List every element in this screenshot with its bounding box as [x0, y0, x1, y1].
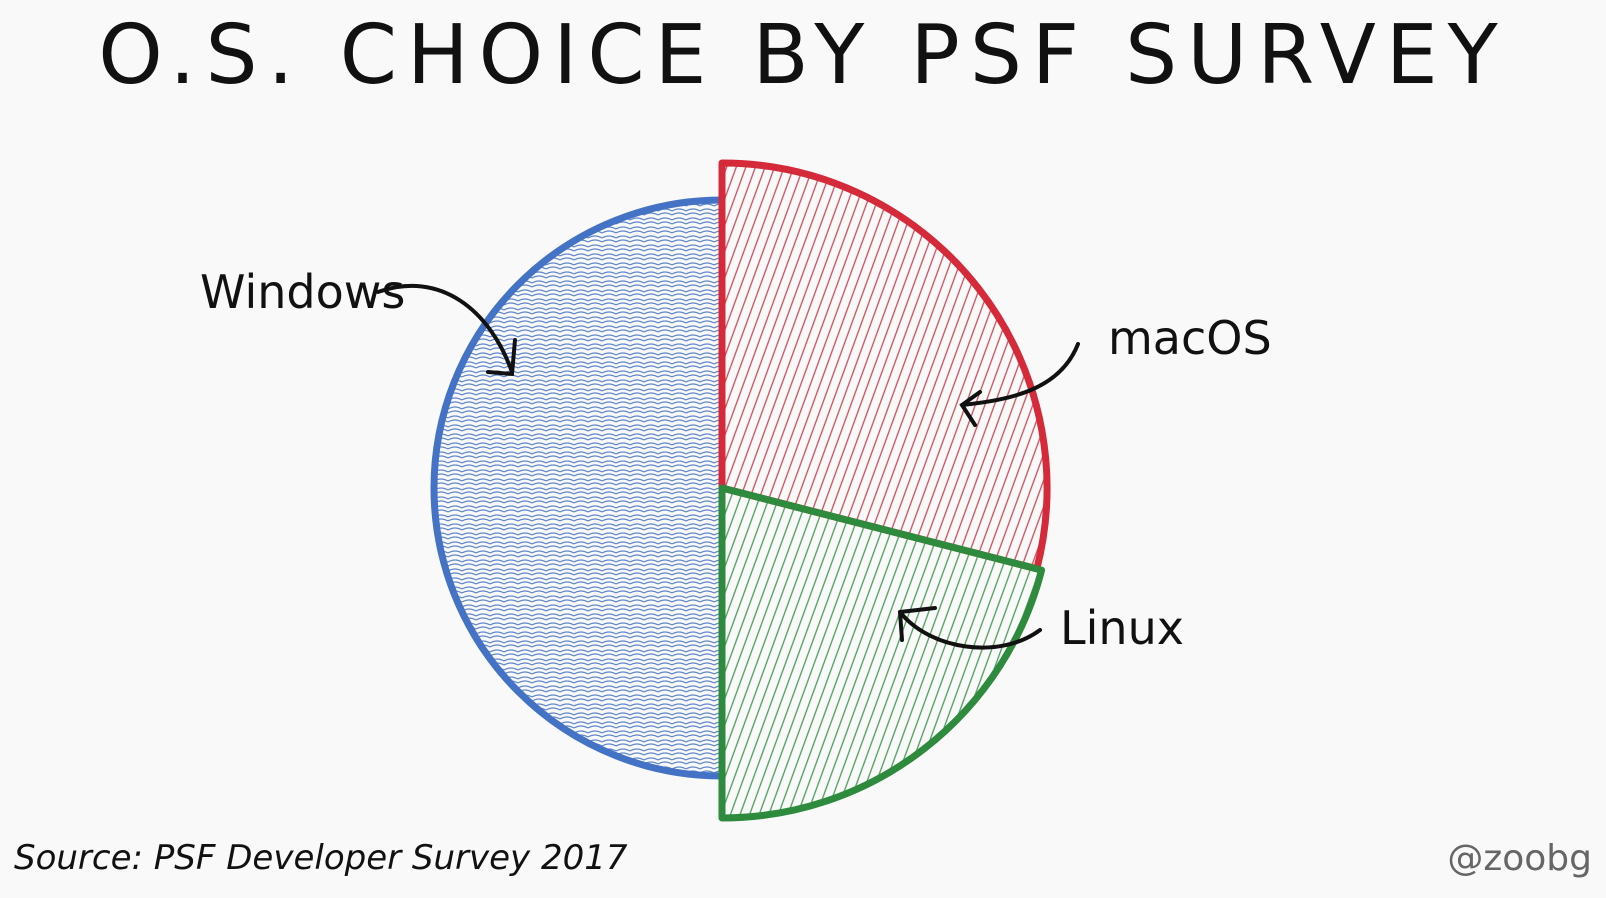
slice-linux — [722, 163, 1048, 569]
chart-title: O.S. CHOICE BY PSF SURVEY — [98, 8, 1508, 103]
chart-source: Source: PSF Developer Survey 2017 — [14, 838, 628, 878]
slice-label-macos: macOS — [1108, 311, 1272, 365]
slice-label-windows: Windows — [200, 265, 405, 319]
slice-outline-windows — [430, 196, 726, 780]
slice-windows — [434, 200, 722, 776]
label-arrow-linux — [898, 606, 1042, 650]
author-credit: @zoobg — [1447, 838, 1592, 879]
label-arrow-macos — [959, 342, 1080, 427]
slice-outline-linux — [718, 159, 1051, 573]
slice-label-linux: Linux — [1060, 601, 1184, 655]
slice-outline-macos — [718, 484, 1046, 822]
slice-macos — [722, 488, 1042, 818]
label-arrow-windows — [376, 284, 517, 377]
